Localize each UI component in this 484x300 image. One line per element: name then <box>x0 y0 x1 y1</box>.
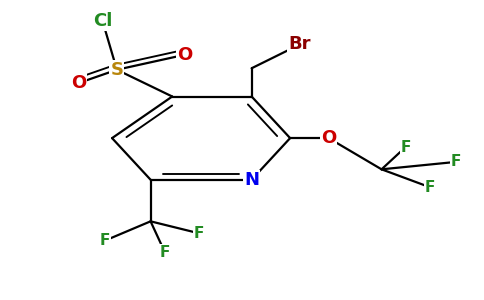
Text: Br: Br <box>288 35 311 53</box>
Text: N: N <box>244 171 259 189</box>
Text: O: O <box>177 46 192 64</box>
Text: Cl: Cl <box>93 12 112 30</box>
Text: F: F <box>400 140 411 154</box>
Text: O: O <box>71 74 86 92</box>
Text: F: F <box>160 245 170 260</box>
Text: F: F <box>451 154 461 169</box>
Text: S: S <box>110 61 123 79</box>
Text: F: F <box>194 226 204 241</box>
Text: F: F <box>424 180 435 195</box>
Text: F: F <box>100 233 110 248</box>
Text: O: O <box>321 129 336 147</box>
